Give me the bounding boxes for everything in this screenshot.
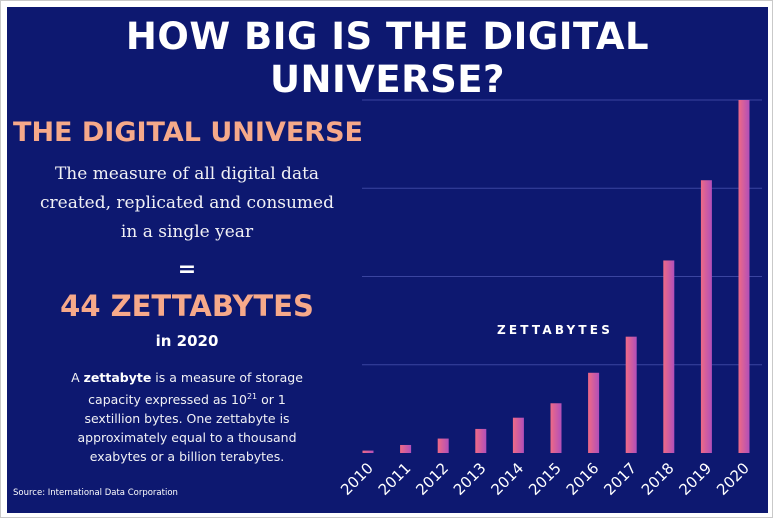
x-tick-2019: 2019 [675,459,715,499]
headline-value: 44 ZETTABYTES [60,289,314,323]
note-exponent: 21 [246,392,258,401]
equals-sign: = [177,257,197,282]
x-axis-ticks: 2010201120122013201420152016201720182019… [337,459,753,499]
bar-2010 [362,450,374,453]
note-term: zettabyte [83,370,152,385]
bar-2014 [512,417,524,453]
bar-2018 [663,260,675,453]
bar-2013 [475,428,487,453]
bar-2019 [700,180,712,453]
bar-2017 [625,336,637,453]
bar-chart: ZETTABYTES 20102011201220132014201520162… [337,99,762,499]
definition-text: The measure of all digital data created,… [17,160,357,247]
bar-2011 [400,444,412,453]
headline-year: in 2020 [155,332,219,350]
x-tick-2014: 2014 [487,459,527,499]
x-tick-2012: 2012 [412,459,452,499]
x-tick-2011: 2011 [375,459,415,499]
source-credit: Source: International Data Corporation [13,488,178,498]
x-tick-2015: 2015 [525,459,565,499]
bar-2020 [738,100,750,453]
x-tick-2010: 2010 [337,459,377,499]
definition-line: The measure of all digital data [54,164,320,184]
bar-2012 [437,438,449,453]
page-title: HOW BIG IS THE DIGITAL UNIVERSE? [125,15,650,101]
section-heading: THE DIGITAL UNIVERSE [13,117,363,148]
x-tick-2016: 2016 [563,459,603,499]
infographic-panel: HOW BIG IS THE DIGITAL UNIVERSE? THE DIG… [7,7,768,513]
x-tick-2020: 2020 [713,459,753,499]
bar-2015 [550,403,562,453]
chart-bars [362,100,750,453]
x-tick-2017: 2017 [600,459,640,499]
y-axis-label: ZETTABYTES [497,323,613,337]
x-tick-2018: 2018 [638,459,678,499]
info-column: THE DIGITAL UNIVERSE The measure of all … [7,7,367,513]
note-text-2: or 1 sextillion bytes. One zettabyte is … [77,392,297,465]
bar-2016 [588,372,600,453]
chart-gridlines [362,99,762,366]
note-text-1: is a measure of storage capacity express… [88,370,303,408]
definition-line: created, replicated and consumed [39,193,334,213]
zettabyte-note: A zettabyte is a measure of storage capa… [59,368,315,466]
x-tick-2013: 2013 [450,459,490,499]
definition-line: in a single year [120,222,254,242]
note-prefix: A [71,370,84,385]
